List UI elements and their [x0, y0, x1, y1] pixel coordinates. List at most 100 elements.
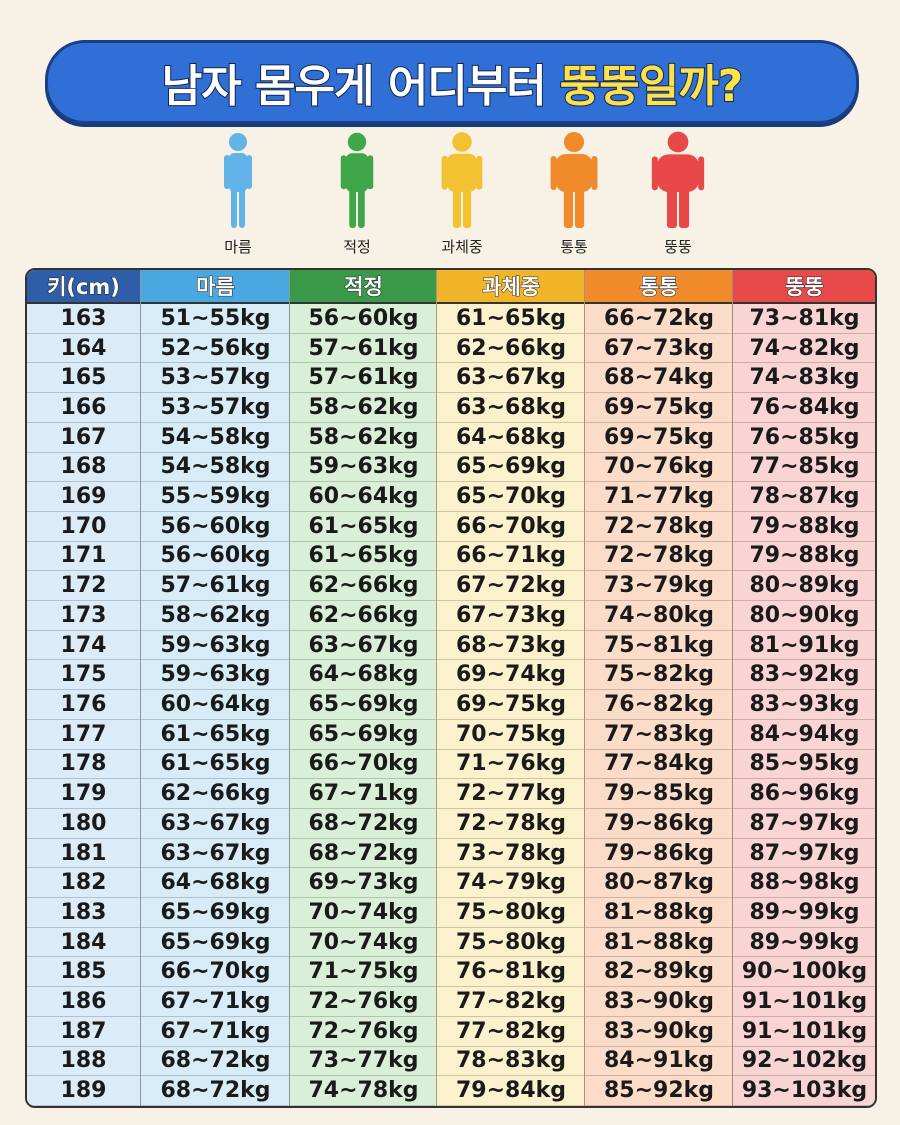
cell: 72~76kg — [290, 1017, 437, 1047]
cell: 171 — [27, 542, 140, 572]
cell: 67~71kg — [141, 1017, 290, 1047]
figure-label: 과체중 — [441, 238, 483, 256]
cell: 81~88kg — [585, 898, 733, 928]
cell: 54~58kg — [141, 453, 290, 483]
cell: 69~74kg — [437, 660, 585, 691]
cell: 84~94kg — [733, 720, 875, 750]
cell: 88~98kg — [733, 868, 875, 899]
cell: 85~95kg — [733, 750, 875, 780]
cell: 51~55kg — [141, 304, 290, 334]
cell: 57~61kg — [141, 571, 290, 602]
cell: 72~78kg — [437, 809, 585, 839]
cell: 79~86kg — [585, 809, 733, 839]
cell: 167 — [27, 423, 140, 453]
cell: 84~91kg — [585, 1047, 733, 1077]
cell: 71~76kg — [437, 750, 585, 780]
cell: 77~82kg — [437, 987, 585, 1017]
table-column: 마름 51~55kg 52~56kg 53~57kg 53~57kg 54~58kg 54~… — [140, 270, 290, 1106]
cell: 87~97kg — [733, 809, 875, 839]
cell: 62~66kg — [290, 601, 437, 631]
cell: 81~88kg — [585, 928, 733, 958]
cell: 65~69kg — [290, 690, 437, 720]
figure: 적정 — [297, 130, 417, 257]
table-column: 키(cm) 163 164 165 166 167 168 169 170 171 172 173 17… — [27, 270, 140, 1106]
cell: 168 — [27, 453, 140, 483]
cell: 78~87kg — [733, 482, 875, 512]
cell: 178 — [27, 750, 140, 780]
cell: 53~57kg — [141, 363, 290, 394]
cell: 172 — [27, 571, 140, 602]
figures: 마름 적정 과체중 통통 뚱뚱 — [0, 130, 900, 265]
cell: 60~64kg — [141, 690, 290, 720]
cell: 67~71kg — [290, 779, 437, 809]
cell: 58~62kg — [290, 423, 437, 453]
cell: 54~58kg — [141, 423, 290, 453]
cell: 66~72kg — [585, 304, 733, 334]
cell: 188 — [27, 1047, 140, 1077]
cell: 69~75kg — [437, 690, 585, 720]
cell: 70~76kg — [585, 453, 733, 483]
cell: 76~85kg — [733, 423, 875, 453]
header-cell: 통통 — [585, 270, 733, 304]
cell: 170 — [27, 512, 140, 542]
cell: 79~85kg — [585, 779, 733, 809]
cell: 76~81kg — [437, 957, 585, 988]
body-icon — [224, 133, 252, 228]
cell: 187 — [27, 1017, 140, 1047]
header-cell: 키(cm) — [27, 270, 140, 304]
cell: 60~64kg — [290, 482, 437, 512]
cell: 74~78kg — [290, 1076, 437, 1106]
cell: 65~69kg — [141, 898, 290, 928]
cell: 65~69kg — [437, 453, 585, 483]
cell: 68~72kg — [141, 1076, 290, 1106]
cell: 80~89kg — [733, 571, 875, 602]
cell: 59~63kg — [141, 660, 290, 691]
cell: 67~72kg — [437, 571, 585, 602]
cell: 58~62kg — [290, 393, 437, 423]
cell: 180 — [27, 809, 140, 839]
cell: 63~67kg — [437, 363, 585, 394]
cell: 72~78kg — [585, 512, 733, 542]
cell: 71~77kg — [585, 482, 733, 512]
cell: 70~74kg — [290, 898, 437, 928]
cell: 74~82kg — [733, 334, 875, 364]
cell: 63~67kg — [290, 631, 437, 661]
cell: 61~65kg — [141, 720, 290, 750]
cell: 61~65kg — [290, 512, 437, 542]
cell: 65~69kg — [141, 928, 290, 958]
cell: 80~87kg — [585, 868, 733, 899]
cell: 79~88kg — [733, 512, 875, 542]
cell: 164 — [27, 334, 140, 364]
cell: 184 — [27, 928, 140, 958]
cell: 75~82kg — [585, 660, 733, 691]
cell: 65~69kg — [290, 720, 437, 750]
table-column: 과체중 61~65kg 62~66kg 63~67kg 63~68kg 64~68kg 65… — [436, 270, 585, 1106]
cell: 78~83kg — [437, 1047, 585, 1077]
cell: 57~61kg — [290, 334, 437, 364]
cell: 72~76kg — [290, 987, 437, 1017]
cell: 68~74kg — [585, 363, 733, 394]
cell: 61~65kg — [290, 542, 437, 572]
cell: 66~70kg — [437, 512, 585, 542]
cell: 73~81kg — [733, 304, 875, 334]
cell: 169 — [27, 482, 140, 512]
cell: 82~89kg — [585, 957, 733, 988]
cell: 176 — [27, 690, 140, 720]
cell: 189 — [27, 1076, 140, 1106]
cell: 177 — [27, 720, 140, 750]
weight-table: 키(cm) 163 164 165 166 167 168 169 170 171 172 173 17… — [25, 268, 877, 1108]
cell: 179 — [27, 779, 140, 809]
header-cell: 뚱뚱 — [733, 270, 875, 304]
cell: 181 — [27, 839, 140, 869]
cell: 73~78kg — [437, 839, 585, 869]
cell: 72~78kg — [585, 542, 733, 572]
cell: 69~73kg — [290, 868, 437, 899]
cell: 92~102kg — [733, 1047, 875, 1077]
cell: 63~67kg — [141, 839, 290, 869]
cell: 72~77kg — [437, 779, 585, 809]
cell: 81~91kg — [733, 631, 875, 661]
cell: 77~85kg — [733, 453, 875, 483]
cell: 56~60kg — [141, 542, 290, 572]
cell: 79~88kg — [733, 542, 875, 572]
